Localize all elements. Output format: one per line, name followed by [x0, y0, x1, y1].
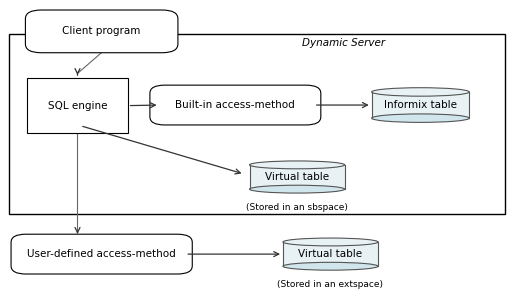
Text: (Stored in an extspace): (Stored in an extspace) — [278, 280, 384, 289]
FancyBboxPatch shape — [11, 234, 192, 274]
FancyBboxPatch shape — [150, 85, 321, 125]
Polygon shape — [372, 92, 469, 118]
Text: User-defined access-method: User-defined access-method — [27, 249, 176, 259]
Ellipse shape — [250, 161, 345, 169]
Bar — [9, 34, 505, 214]
FancyBboxPatch shape — [25, 10, 178, 53]
Polygon shape — [250, 165, 345, 189]
Text: Virtual table: Virtual table — [298, 249, 362, 259]
Bar — [27, 78, 128, 133]
Text: Built-in access-method: Built-in access-method — [175, 100, 295, 110]
Text: SQL engine: SQL engine — [48, 101, 107, 111]
Ellipse shape — [283, 262, 378, 270]
Text: Informix table: Informix table — [384, 100, 457, 110]
Text: Virtual table: Virtual table — [265, 172, 329, 182]
Text: (Stored in an sbspace): (Stored in an sbspace) — [246, 203, 348, 212]
Ellipse shape — [250, 185, 345, 193]
Text: Client program: Client program — [63, 26, 141, 36]
Ellipse shape — [372, 88, 469, 96]
Text: Dynamic Server: Dynamic Server — [302, 38, 385, 48]
Ellipse shape — [283, 238, 378, 246]
Polygon shape — [283, 242, 378, 266]
Ellipse shape — [372, 114, 469, 122]
